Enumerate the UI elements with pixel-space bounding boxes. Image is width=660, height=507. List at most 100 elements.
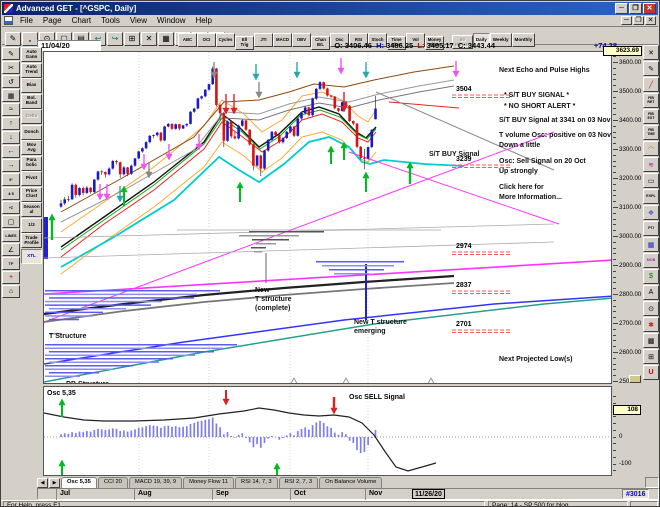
end-date-box[interactable]: 11/26/20 <box>412 489 445 499</box>
study-bol-band[interactable]: Bol. Band <box>21 93 42 109</box>
fib-time-icon[interactable]: FIB TME <box>643 125 659 140</box>
oscillator-panel[interactable]: Osc 5,35 Osc SELL Signal <box>43 386 612 478</box>
indicator-button-rsi[interactable]: RSI <box>349 33 368 48</box>
gann-grid-icon[interactable]: ▦ <box>643 237 659 252</box>
price-scale[interactable]: 3600.00 3500.00 3400.00 3300.00 3200.00 3100.… <box>613 51 642 385</box>
timeframe-monthly[interactable]: Monthly <box>511 32 536 47</box>
arrow-down-icon[interactable]: ↓ <box>2 131 20 144</box>
snap-reset-icon[interactable]: ↺ <box>2 75 20 88</box>
tab-money-flow-11[interactable]: Money Flow 11 <box>183 477 235 488</box>
tab-scroll-right[interactable]: ▶ <box>49 478 60 488</box>
indicator-button-ell-trig[interactable]: Ell Trig <box>235 35 254 50</box>
child-restore-button[interactable]: ❐ <box>633 16 644 25</box>
study-bias[interactable]: Bias <box>21 78 42 93</box>
menu-file[interactable]: File <box>20 16 33 25</box>
lines-tool-icon[interactable]: LINES <box>2 229 20 242</box>
timeframe-icon[interactable]: TF <box>2 257 20 270</box>
menu-help[interactable]: Help <box>195 16 212 25</box>
arrow-up-icon[interactable]: ↑ <box>2 117 20 130</box>
menu-page[interactable]: Page <box>42 16 62 25</box>
mob-icon[interactable]: MOB <box>643 253 659 268</box>
expert-elliott-icon[interactable]: EXPL <box>643 189 659 204</box>
child-window-icon[interactable] <box>4 16 13 25</box>
maximize-button[interactable]: ❐ <box>629 3 642 14</box>
indicator-button-macd[interactable]: MACD <box>273 33 292 48</box>
arrow-left-icon[interactable]: ← <box>2 145 20 158</box>
fan-lines-icon[interactable]: ≋ <box>643 157 659 172</box>
menu-window[interactable]: Window <box>157 16 186 25</box>
delete-icon[interactable]: ✕ <box>141 31 157 46</box>
study-pivot[interactable]: Pivot <box>21 171 42 186</box>
study-price-clust[interactable]: Price Clust <box>21 186 42 202</box>
timeframe-daily[interactable]: Daily <box>472 32 490 47</box>
tab-rsi-14-7-3[interactable]: RSI 14, 7, 3 <box>235 477 278 488</box>
tab-scroll-left[interactable]: ◀ <box>37 478 48 488</box>
draw-pointer-icon[interactable]: ✎ <box>2 47 20 60</box>
pti-icon[interactable]: PTI <box>643 221 659 236</box>
tab-macd-19-39-9[interactable]: MACD 19, 39, 9 <box>128 477 183 488</box>
indicator-button-osc[interactable]: Osc <box>330 33 349 48</box>
close-button[interactable]: ✕ <box>643 3 656 14</box>
gann-angle-icon[interactable]: ∠ <box>2 243 20 256</box>
quotes-icon[interactable]: „ <box>22 31 38 46</box>
profit-taking-icon[interactable]: $ <box>643 269 659 284</box>
indicator-button-jti[interactable]: JTI <box>254 33 273 48</box>
study-auto-gann[interactable]: Auto Gann <box>21 47 42 62</box>
elliott-wave-icon[interactable]: ≈ <box>2 103 20 116</box>
zoom-in-icon[interactable]: ⊙ <box>643 301 659 316</box>
pointer-tool-icon[interactable]: ✎ <box>5 31 21 46</box>
copy-page-icon[interactable]: ⊞ <box>643 349 659 364</box>
close-study-icon[interactable]: ✕ <box>643 45 659 60</box>
tile-windows-icon[interactable]: ⊞ <box>124 31 140 46</box>
indicator-button-stoch[interactable]: Stoch <box>368 33 387 48</box>
indicator-button-time-clust[interactable]: Time Clust <box>387 35 406 50</box>
study-mov-avg[interactable]: Mov Avg <box>21 140 42 155</box>
text-tool-icon[interactable]: A <box>643 285 659 300</box>
child-minimize-button[interactable]: ─ <box>621 16 632 25</box>
insert-chart-icon[interactable]: ▦ <box>158 31 174 46</box>
minimize-button[interactable]: ─ <box>615 3 628 14</box>
arc-tool-icon[interactable]: ◠ <box>643 141 659 156</box>
child-close-button[interactable]: ✕ <box>645 16 656 25</box>
indicator-button-obv[interactable]: OBV <box>292 33 311 48</box>
menu-view[interactable]: View <box>129 16 148 25</box>
regression-tool-icon[interactable]: ❖ <box>643 205 659 220</box>
study-grid-icon[interactable]: ▦ <box>2 89 20 102</box>
undo-icon[interactable]: U <box>643 365 659 380</box>
indicator-button-money-flow[interactable]: Money Flow <box>425 35 444 50</box>
study-donch[interactable]: Donch <box>21 124 42 140</box>
study-delta[interactable]: Delta <box>21 109 42 124</box>
timeframe-60-minute[interactable]: 60 Minute <box>452 35 473 49</box>
more-info-link[interactable]: Click here for <box>499 184 544 191</box>
fib-extension-icon[interactable]: FIB EXT <box>643 109 659 124</box>
scale-settings-icon[interactable] <box>629 375 641 383</box>
rectangle-tool-icon[interactable]: ▭ <box>643 173 659 188</box>
indicator-button-oci[interactable]: OCI <box>197 33 216 48</box>
indicator-button-abc[interactable]: ABC <box>178 33 197 48</box>
menu-tools[interactable]: Tools <box>101 16 120 25</box>
indicator-button-vol[interactable]: Vol <box>406 33 425 48</box>
exit-icon[interactable]: ⌂ <box>2 285 20 298</box>
main-chart[interactable]: 3504 3239 2974 2837 2701 Next Echo and Pulse … <box>43 51 615 394</box>
study-season-al[interactable]: Season al <box>21 202 42 217</box>
trendline-tool-icon[interactable]: ╱ <box>643 77 659 92</box>
oscillator-scale[interactable]: 0 -100 <box>613 386 642 476</box>
study-para-bolic[interactable]: Para bolic <box>21 155 42 171</box>
indicator-button-chan-b-l[interactable]: Chan B/L <box>311 35 330 50</box>
tab-cci-20[interactable]: CCI 20 <box>97 477 128 488</box>
study-xtl[interactable]: XTL <box>21 248 42 264</box>
tab-rsi-2-7-3[interactable]: RSI 2, 7, 3 <box>278 477 319 488</box>
colors-icon[interactable]: ✱ <box>643 317 659 332</box>
tab-osc-5-35[interactable]: Osc 5,35 <box>61 477 97 488</box>
crosshair-icon[interactable]: + <box>2 271 20 284</box>
study-trade-profile[interactable]: Trade Profile <box>21 233 42 248</box>
indicator-button-cycles[interactable]: Cycles <box>216 33 235 48</box>
arrow-right-icon[interactable]: → <box>2 159 20 172</box>
timeframe-weekly[interactable]: Weekly <box>489 32 512 47</box>
calc-icon[interactable]: ÷Σ <box>2 201 20 214</box>
study-auto-trend[interactable]: Auto Trend <box>21 62 42 78</box>
study-1-3[interactable]: 1/3 <box>21 217 42 233</box>
pencil-tool-icon[interactable]: ✎ <box>643 61 659 76</box>
grid-toggle-icon[interactable]: ▩ <box>643 333 659 348</box>
wave-label-icon[interactable]: 9¹ <box>2 173 20 186</box>
